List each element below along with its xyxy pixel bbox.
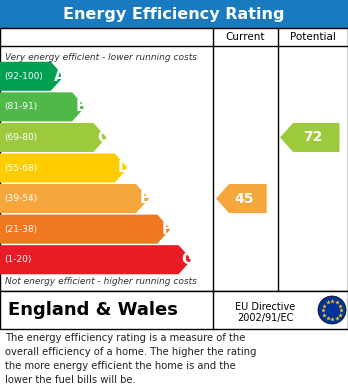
Text: EU Directive: EU Directive	[235, 302, 295, 312]
Polygon shape	[280, 123, 340, 152]
Text: (1-20): (1-20)	[4, 255, 31, 264]
Bar	[0, 28, 348, 291]
Polygon shape	[0, 153, 128, 183]
Text: The energy efficiency rating is a measure of the
overall efficiency of a home. T: The energy efficiency rating is a measur…	[5, 333, 256, 385]
Text: A: A	[54, 69, 66, 84]
Polygon shape	[0, 123, 106, 152]
Text: D: D	[118, 160, 130, 176]
Text: (81-91): (81-91)	[4, 102, 37, 111]
Text: E: E	[140, 191, 150, 206]
Polygon shape	[216, 184, 267, 213]
Circle shape	[318, 296, 346, 324]
Text: England & Wales: England & Wales	[8, 301, 178, 319]
Text: 72: 72	[303, 131, 322, 144]
Text: Very energy efficient - lower running costs: Very energy efficient - lower running co…	[5, 53, 197, 62]
Text: 2002/91/EC: 2002/91/EC	[237, 313, 294, 323]
Text: (69-80): (69-80)	[4, 133, 37, 142]
Text: (39-54): (39-54)	[4, 194, 37, 203]
Bar	[0, 291, 348, 329]
Text: F: F	[161, 222, 172, 237]
Polygon shape	[0, 62, 64, 91]
Text: (92-100): (92-100)	[4, 72, 43, 81]
Text: (21-38): (21-38)	[4, 225, 37, 234]
Text: Potential: Potential	[290, 32, 336, 42]
Polygon shape	[0, 184, 149, 213]
Text: G: G	[182, 252, 194, 267]
Text: B: B	[76, 99, 87, 114]
Polygon shape	[0, 245, 192, 274]
Text: Current: Current	[226, 32, 265, 42]
Text: 45: 45	[234, 192, 254, 206]
Text: Energy Efficiency Rating: Energy Efficiency Rating	[63, 7, 285, 22]
Text: (55-68): (55-68)	[4, 163, 37, 172]
Bar	[0, 0, 348, 28]
Polygon shape	[0, 215, 171, 244]
Text: C: C	[97, 130, 108, 145]
Polygon shape	[0, 92, 85, 121]
Text: Not energy efficient - higher running costs: Not energy efficient - higher running co…	[5, 278, 197, 287]
